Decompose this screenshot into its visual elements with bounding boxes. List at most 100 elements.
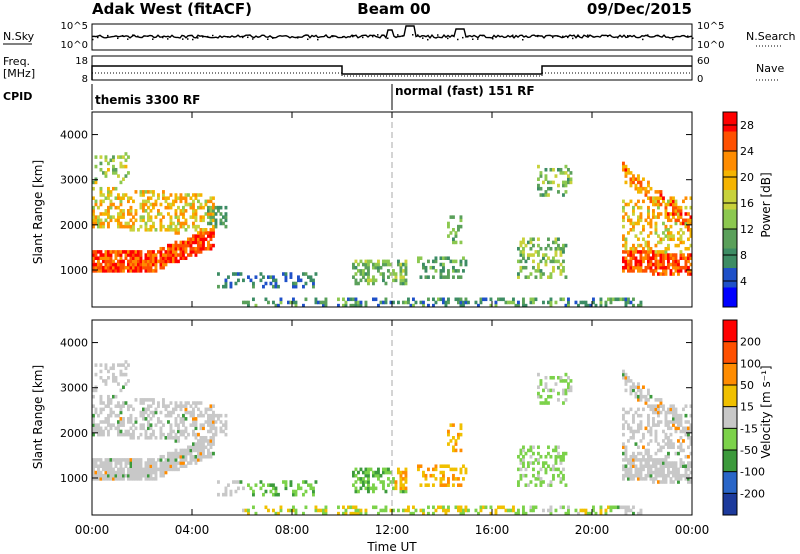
power-cell	[387, 259, 390, 264]
velocity-cell	[127, 404, 130, 408]
power-cell	[547, 275, 550, 279]
power-cell	[687, 221, 690, 226]
velocity-cell	[354, 486, 358, 491]
velocity-cell	[634, 458, 638, 462]
velocity-cell	[652, 407, 655, 412]
velocity-cell	[227, 483, 230, 487]
power-cell	[192, 209, 195, 213]
power-cell	[139, 190, 143, 194]
power-cell	[662, 259, 665, 264]
x-tick-label: 08:00	[275, 523, 310, 537]
velocity-cell	[607, 505, 610, 510]
velocity-cell	[667, 454, 670, 459]
velocity-cell	[629, 388, 633, 393]
velocity-cell	[364, 467, 368, 472]
velocity-cell	[212, 423, 215, 427]
velocity-cell	[137, 458, 140, 462]
power-cell	[94, 155, 98, 159]
velocity-cell	[294, 508, 298, 513]
power-cell	[314, 300, 318, 305]
power-cell	[187, 193, 190, 197]
velocity-cell	[109, 473, 113, 478]
power-cell	[554, 253, 558, 257]
velocity-cell	[279, 505, 283, 510]
velocity-cell	[552, 477, 555, 481]
velocity-cell	[189, 448, 193, 453]
power-cell	[124, 152, 128, 156]
velocity-cell	[104, 464, 108, 469]
velocity-cell	[662, 480, 665, 484]
velocity-cell	[152, 470, 155, 475]
velocity-cell	[109, 477, 113, 481]
power-cell	[634, 177, 638, 182]
velocity-cell	[112, 470, 115, 475]
velocity-cell	[194, 445, 198, 450]
velocity-cell	[627, 508, 630, 513]
velocity-cell	[687, 480, 690, 484]
power-cell	[354, 281, 358, 286]
velocity-cell	[447, 432, 450, 437]
velocity-cell	[349, 511, 353, 516]
power-cell	[182, 243, 185, 248]
velocity-cell	[207, 442, 210, 446]
power-cell	[357, 300, 360, 305]
velocity-cell	[314, 505, 318, 510]
power-cell	[644, 218, 648, 223]
power-cell	[642, 250, 645, 254]
velocity-cell	[132, 432, 135, 437]
power-cell	[632, 297, 635, 302]
power-cell	[627, 202, 630, 207]
velocity-cell	[682, 473, 685, 478]
velocity-cell	[199, 401, 203, 405]
power-cell	[654, 262, 658, 267]
power-cell	[654, 243, 658, 248]
velocity-cell	[522, 464, 525, 469]
velocity-cell	[439, 483, 443, 487]
velocity-cell	[644, 461, 648, 465]
power-cell	[679, 253, 683, 257]
velocity-cell	[149, 467, 153, 472]
velocity-cell	[424, 483, 428, 487]
power-cell	[142, 209, 145, 213]
power-cell	[132, 256, 135, 261]
velocity-cell	[629, 458, 633, 462]
power-cell	[174, 196, 178, 200]
velocity-cell	[139, 432, 143, 437]
power-cell	[569, 180, 573, 185]
power-cell	[132, 262, 135, 267]
power-cell	[107, 269, 110, 273]
power-cell	[109, 205, 113, 210]
velocity-cell	[539, 467, 543, 472]
power-cell	[374, 278, 378, 283]
velocity-cell	[434, 464, 438, 469]
power-cell	[654, 231, 658, 235]
velocity-cell	[172, 458, 175, 462]
velocity-cell	[682, 407, 685, 412]
velocity-cell	[419, 464, 423, 469]
velocity-cell	[402, 508, 405, 513]
power-cell	[127, 212, 130, 216]
power-cell	[459, 303, 463, 308]
velocity-cell	[94, 464, 98, 469]
power-cell	[682, 256, 685, 261]
power-cell	[212, 215, 215, 219]
velocity-cell	[637, 426, 640, 431]
power-cell	[644, 240, 648, 245]
velocity-cell	[132, 473, 135, 478]
velocity-cell	[642, 458, 645, 462]
velocity-cell	[427, 511, 430, 516]
velocity-cell	[557, 454, 560, 459]
x-tick-label: 12:00	[375, 523, 410, 537]
velocity-cell	[222, 429, 225, 434]
power-cell	[532, 253, 535, 257]
velocity-cell	[637, 394, 640, 399]
power-cell	[447, 269, 450, 273]
power-cell	[179, 199, 183, 204]
power-cell	[667, 262, 670, 267]
power-cell	[222, 221, 225, 226]
velocity-cell	[274, 511, 278, 516]
velocity-cell	[522, 511, 525, 516]
power-cell	[302, 303, 305, 308]
velocity-cell	[107, 473, 110, 478]
velocity-cell	[664, 423, 668, 427]
